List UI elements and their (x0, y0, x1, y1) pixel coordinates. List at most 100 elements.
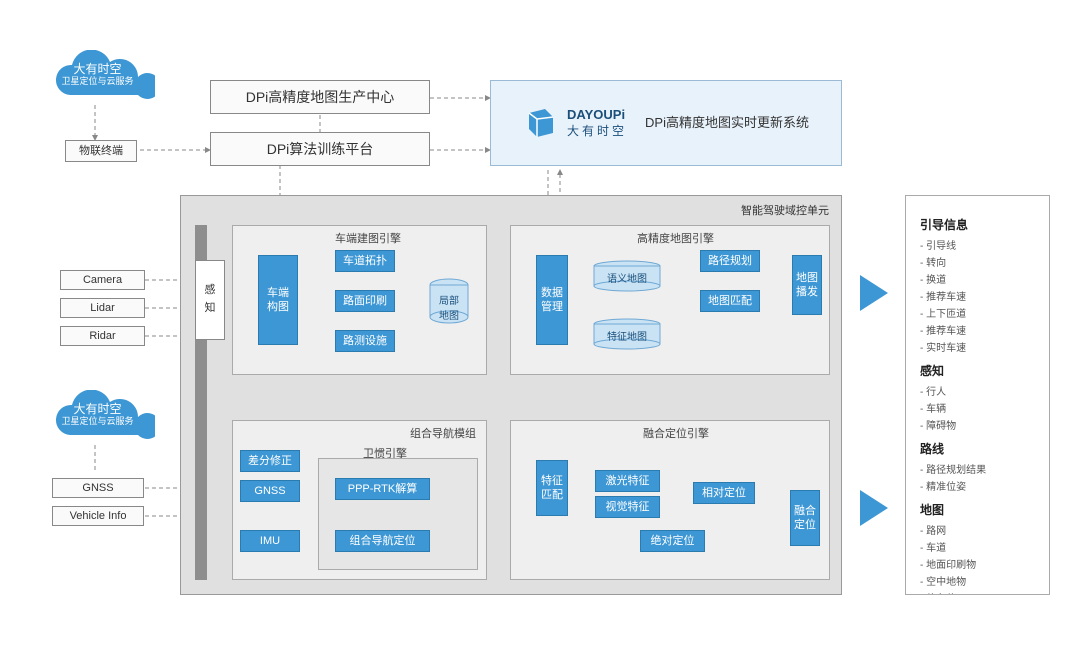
out-sec3-1: 精准位姿 (920, 478, 1035, 493)
out-sec4-4: 停车位 (920, 590, 1035, 595)
input-camera: Camera (60, 270, 145, 290)
panel-a-item0-label: 车道拓扑 (343, 254, 387, 268)
input-gnss: GNSS (52, 478, 144, 498)
iot-terminal-label: 物联终端 (79, 144, 123, 158)
panel-c-r2-label: 组合导航定位 (350, 534, 416, 548)
top-box-training: DPi算法训练平台 (210, 132, 430, 166)
cloud-service-1: 大有时空 卫星定位与云服务 (40, 50, 155, 110)
panel-d-abs-label: 绝对定位 (651, 534, 695, 548)
panel-d-main: 特征 匹配 (536, 460, 568, 516)
panel-b-main: 数据 管理 (536, 255, 568, 345)
panel-d-abs: 绝对定位 (640, 530, 705, 552)
panel-b-item0-label: 路径规划 (708, 254, 752, 268)
out-sec4-3: 空中地物 (920, 573, 1035, 588)
panel-a-item-0: 车道拓扑 (335, 250, 395, 272)
panel-d-out-label: 融合 定位 (794, 504, 816, 533)
input-lidar-label: Lidar (90, 301, 114, 315)
out-sec3-title: 路线 (920, 440, 1035, 457)
top-box-production: DPi高精度地图生产中心 (210, 80, 430, 114)
cloud1-title: 大有时空 (73, 62, 121, 76)
out-sec1-list: 引导线 转向 换道 推荐车速 上下匝道 推荐车速 实时车速 (920, 237, 1035, 354)
input-gnss-label: GNSS (82, 481, 113, 495)
out-sec2-0: 行人 (920, 383, 1035, 398)
out-sec2-list: 行人 车辆 障碍物 (920, 383, 1035, 432)
panel-c-r2: 组合导航定位 (335, 530, 430, 552)
panel-d-rel-label: 相对定位 (702, 486, 746, 500)
cloud-service-2: 大有时空 卫星定位与云服务 (40, 390, 155, 450)
panel-d-rel: 相对定位 (693, 482, 755, 504)
logo-realtime-box: DAYOUPi 大有时空 DPi高精度地图实时更新系统 (490, 80, 842, 166)
out-sec1-6: 实时车速 (920, 339, 1035, 354)
panel-c-r1-label: PPP-RTK解算 (348, 482, 417, 496)
panel-b-title: 高精度地图引擎 (637, 230, 714, 246)
input-vehicle: Vehicle Info (52, 506, 144, 526)
panel-a-main: 车端 构图 (258, 255, 298, 345)
panel-c-title: 组合导航模组 (410, 425, 476, 441)
out-sec1-1: 转向 (920, 254, 1035, 269)
out-sec1-5: 推荐车速 (920, 322, 1035, 337)
out-sec4-1: 车道 (920, 539, 1035, 554)
panel-c-left1-label: GNSS (254, 484, 285, 498)
panel-c-left2-label: IMU (260, 534, 280, 548)
panel-b-db2: 特征地图 (592, 318, 662, 355)
panel-d-item-1: 视觉特征 (595, 496, 660, 518)
main-container-label: 智能驾驶域控单元 (741, 202, 829, 218)
out-sec1-4: 上下匝道 (920, 305, 1035, 320)
out-sec3-0: 路径规划结果 (920, 461, 1035, 476)
sense-label: 感 知 (205, 282, 216, 317)
panel-c-inner (318, 458, 478, 570)
sense-block: 感 知 (195, 260, 225, 340)
panel-b-item-1: 地图匹配 (700, 290, 760, 312)
panel-c-left-2: IMU (240, 530, 300, 552)
panel-a-db: 局部 地图 (428, 278, 470, 329)
out-sec2-title: 感知 (920, 362, 1035, 379)
panel-b-out: 地图 播发 (792, 255, 822, 315)
panel-b-db2-label: 特征地图 (592, 328, 662, 343)
panel-c-left0-label: 差分修正 (248, 454, 292, 468)
input-lidar: Lidar (60, 298, 145, 318)
panel-c-left-0: 差分修正 (240, 450, 300, 472)
panel-c-r1: PPP-RTK解算 (335, 478, 430, 500)
panel-b-out-label: 地图 播发 (796, 271, 818, 300)
panel-a-item-1: 路面印刷 (335, 290, 395, 312)
logo-secondary: 大有时空 (567, 124, 627, 140)
output-panel: 引导信息 引导线 转向 换道 推荐车速 上下匝道 推荐车速 实时车速 感知 行人… (905, 195, 1050, 595)
input-camera-label: Camera (83, 273, 122, 287)
out-sec4-0: 路网 (920, 522, 1035, 537)
panel-c-left-1: GNSS (240, 480, 300, 502)
out-sec4-2: 地面印刷物 (920, 556, 1035, 571)
logo-right-label: DPi高精度地图实时更新系统 (645, 115, 809, 132)
input-ridar-label: Ridar (89, 329, 115, 343)
out-sec2-2: 障碍物 (920, 417, 1035, 432)
panel-a-title: 车端建图引擎 (335, 230, 401, 246)
out-sec1-2: 换道 (920, 271, 1035, 286)
panel-a-db-label: 局部 地图 (428, 292, 470, 322)
out-sec1-3: 推荐车速 (920, 288, 1035, 303)
input-ridar: Ridar (60, 326, 145, 346)
cloud2-title: 大有时空 (73, 402, 121, 416)
panel-a-item2-label: 路测设施 (343, 334, 387, 348)
panel-d-out: 融合 定位 (790, 490, 820, 546)
panel-a-main-label: 车端 构图 (267, 286, 289, 315)
panel-a-item1-label: 路面印刷 (343, 294, 387, 308)
top-b-label: DPi算法训练平台 (267, 140, 374, 158)
input-vehicle-label: Vehicle Info (70, 509, 127, 523)
output-arrow-1 (860, 275, 888, 311)
panel-b-item1-label: 地图匹配 (708, 294, 752, 308)
out-sec1-title: 引导信息 (920, 216, 1035, 233)
panel-d-item1-label: 视觉特征 (606, 500, 650, 514)
panel-d-item-0: 激光特征 (595, 470, 660, 492)
out-sec3-list: 路径规划结果 精准位姿 (920, 461, 1035, 493)
out-sec2-1: 车辆 (920, 400, 1035, 415)
panel-b-db1: 语义地图 (592, 260, 662, 297)
out-sec1-0: 引导线 (920, 237, 1035, 252)
panel-d-item0-label: 激光特征 (606, 474, 650, 488)
output-arrow-2 (860, 490, 888, 526)
panel-b-db1-label: 语义地图 (592, 270, 662, 285)
out-sec4-title: 地图 (920, 501, 1035, 518)
cloud1-sub: 卫星定位与云服务 (40, 76, 155, 87)
iot-terminal-box: 物联终端 (65, 140, 137, 162)
cloud2-sub: 卫星定位与云服务 (40, 416, 155, 427)
panel-b-item-0: 路径规划 (700, 250, 760, 272)
panel-d-main-label: 特征 匹配 (541, 474, 563, 503)
